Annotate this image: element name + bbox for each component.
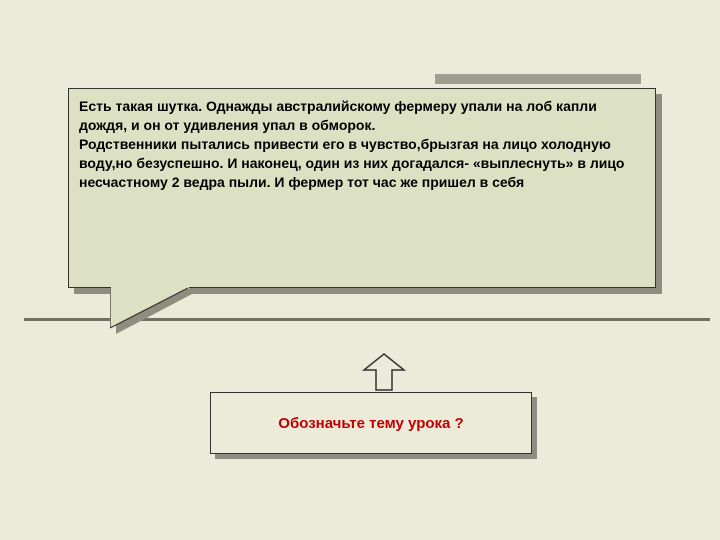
- speech-bubble: Есть такая шутка. Однажды австралийскому…: [68, 88, 656, 332]
- up-arrow-icon: [362, 352, 406, 392]
- speech-tail: [110, 286, 192, 332]
- decorative-line-short: [435, 74, 641, 84]
- speech-box: Есть такая шутка. Однажды австралийскому…: [68, 88, 656, 288]
- speech-text: Есть такая шутка. Однажды австралийскому…: [79, 97, 645, 191]
- callout-box: Обозначьте тему урока ?: [210, 392, 532, 454]
- slide: Есть такая шутка. Однажды австралийскому…: [0, 0, 720, 540]
- callout: Обозначьте тему урока ?: [210, 392, 532, 454]
- callout-text: Обозначьте тему урока ?: [278, 415, 463, 432]
